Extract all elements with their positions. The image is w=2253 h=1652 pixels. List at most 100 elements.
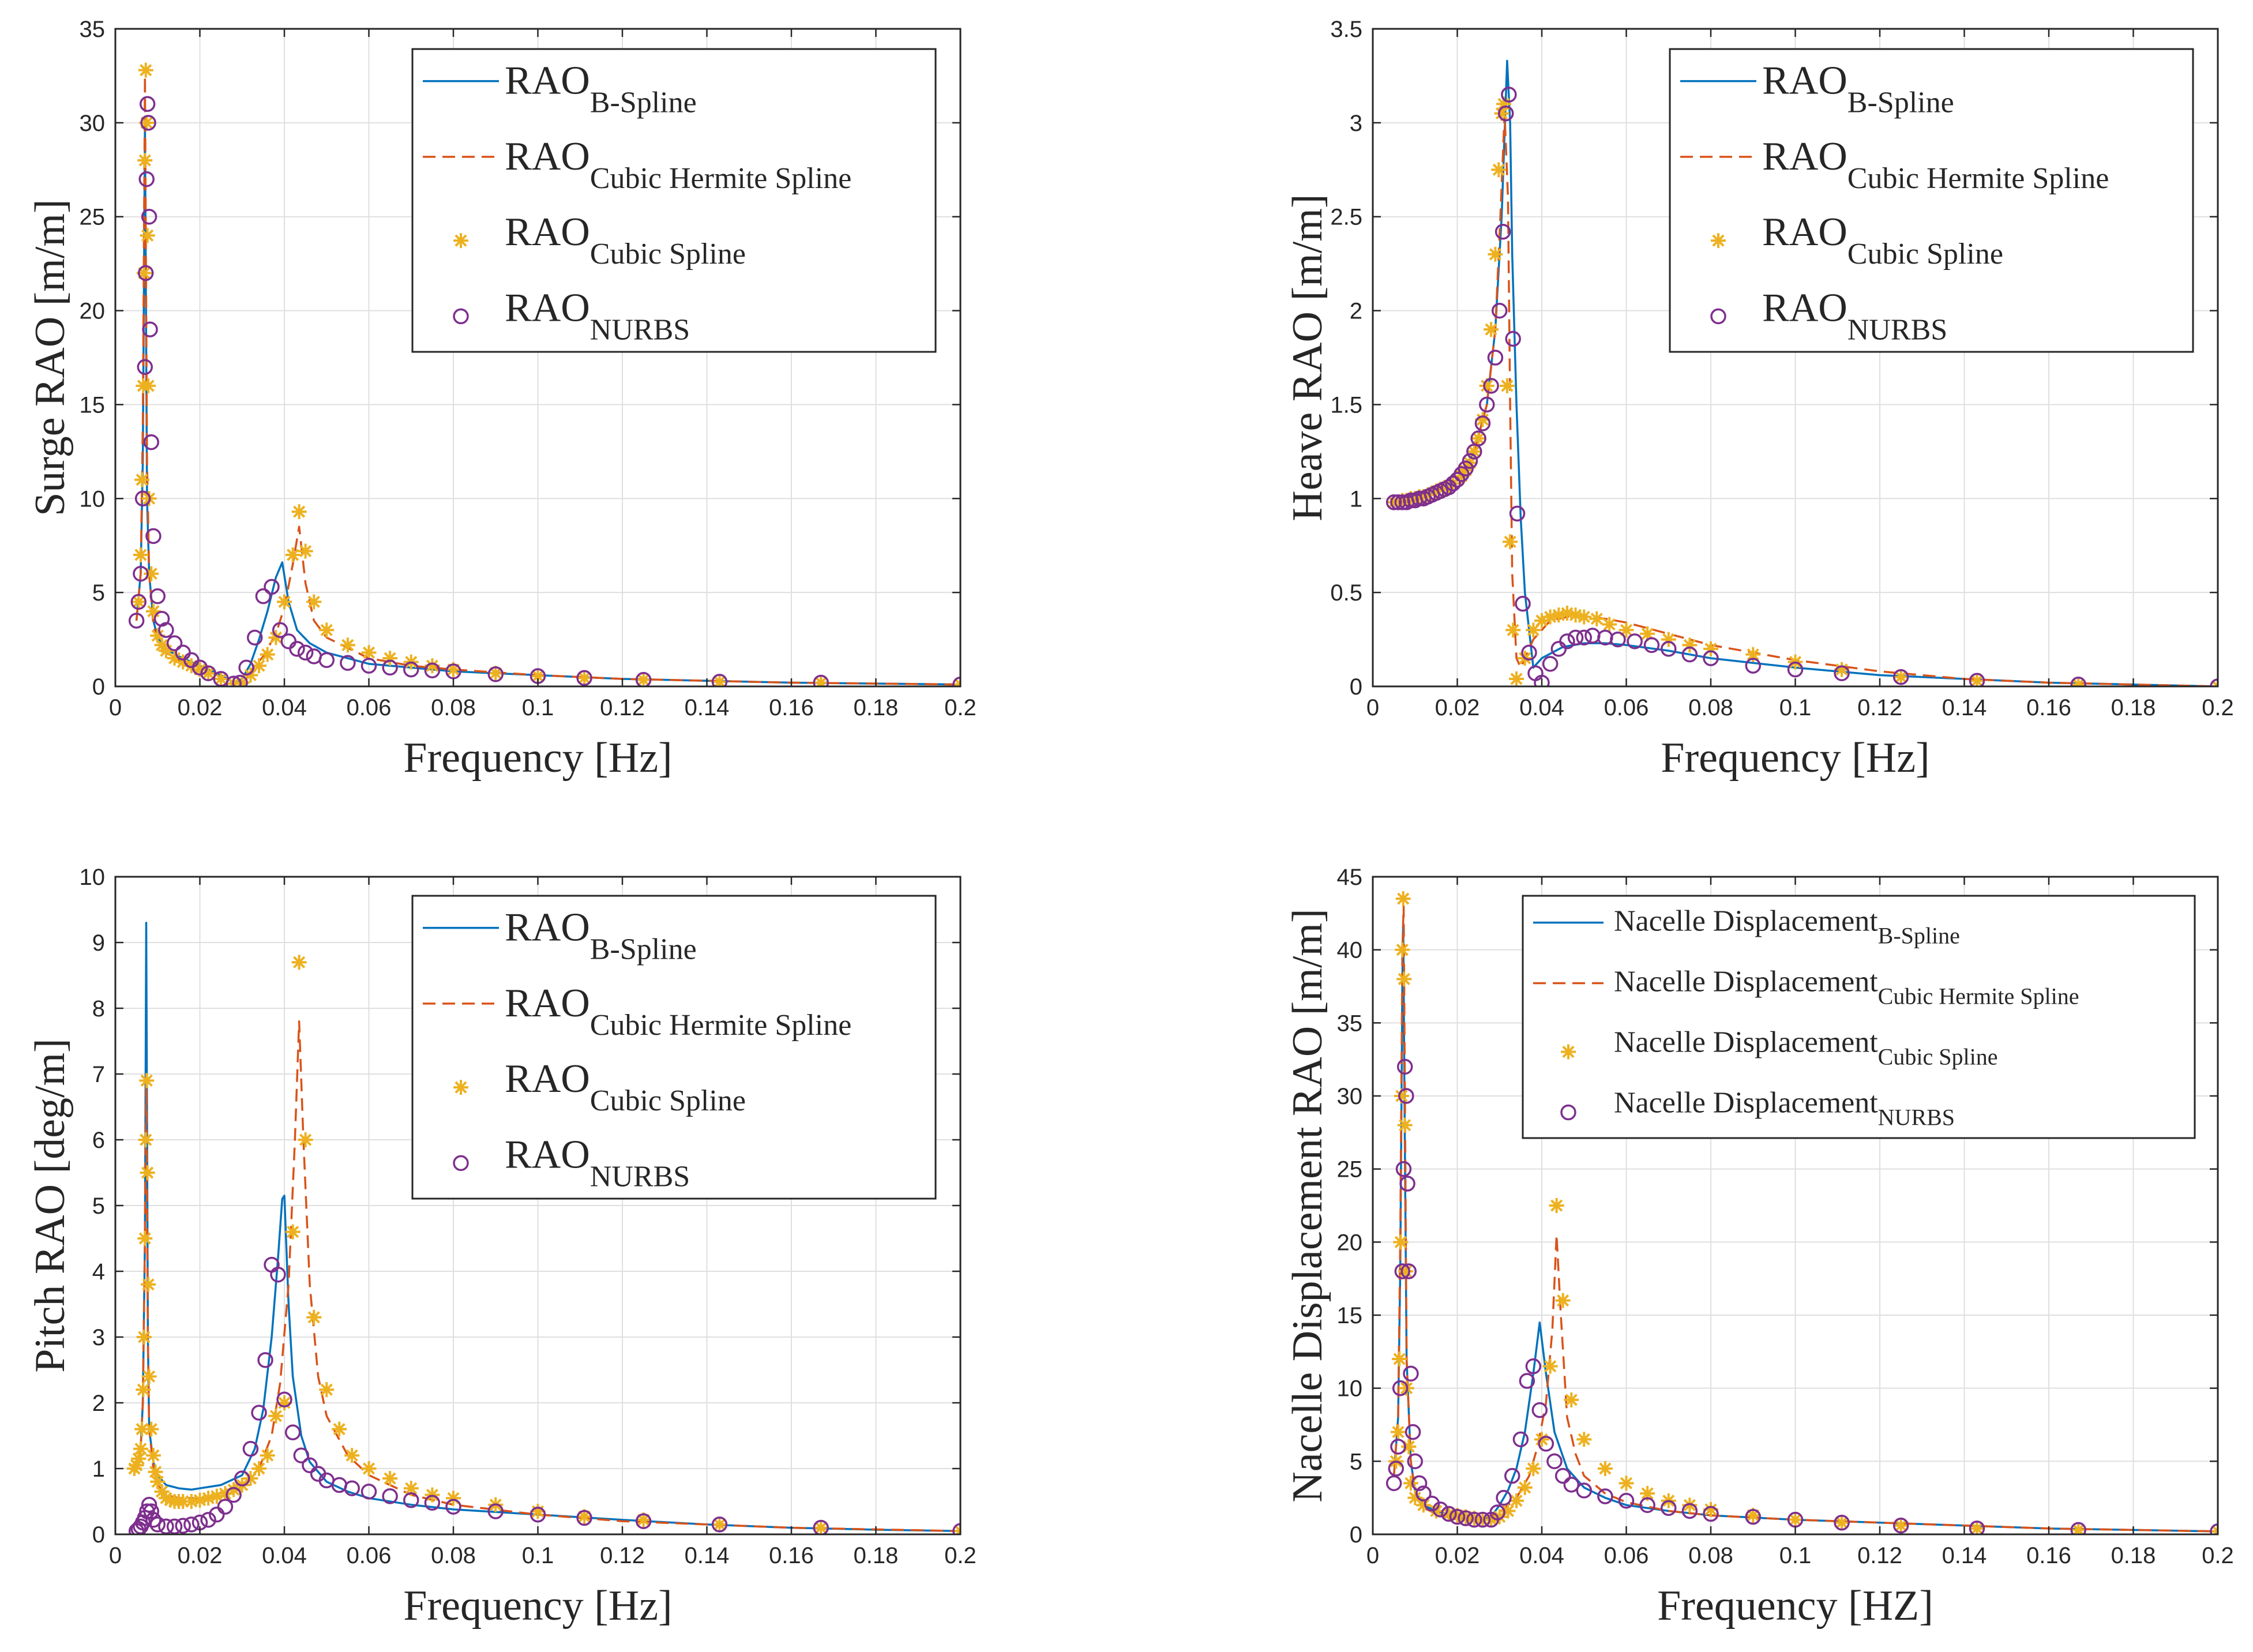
pitch-star-point: [285, 1224, 301, 1240]
pitch-tick-labels: 0 0.02 0.04 0.06 0.08 0.1 0.12 0.14 0.16 0.18 0.2 0…: [80, 865, 977, 1568]
nacelle-star-point: [1392, 1351, 1407, 1366]
surge-circle-point: [340, 655, 356, 671]
pitch-y-tick-label: 2: [92, 1391, 105, 1416]
heave-star-point: [1509, 671, 1524, 686]
pitch-legend-label: RAONURBS: [505, 1132, 690, 1193]
pitch-circle-point: [145, 1512, 162, 1528]
pitch-star-point: [298, 1132, 313, 1147]
nacelle-circle-point: [1703, 1505, 1719, 1522]
surge-y-tick-label: 15: [80, 392, 106, 418]
heave-circle-point: [1521, 644, 1537, 661]
heave-y-tick-label: 0: [1350, 674, 1362, 700]
surge-star-point: [138, 62, 153, 78]
heave-tick-labels: 0 0.02 0.04 0.06 0.08 0.1 0.12 0.14 0.16 0.18 0.2 0…: [1330, 17, 2233, 720]
surge-legend-star-symbol: [453, 233, 468, 249]
nacelle-circle-point: [1385, 1475, 1402, 1492]
nacelle-y-tick-label: 5: [1350, 1449, 1362, 1474]
surge-circle-point: [145, 528, 162, 545]
nacelle-legend-label-base: Nacelle Displacement: [1614, 905, 1878, 938]
surge-circle-point: [191, 659, 208, 676]
pitch-circle-point: [424, 1495, 441, 1511]
pitch-star-point: [953, 1523, 960, 1534]
nacelle-circle-point: [1449, 1508, 1466, 1525]
heave-series-group: [1385, 59, 2218, 686]
pitch-star-point: [382, 1471, 398, 1486]
pitch-star-point: [136, 1330, 152, 1345]
pitch-star-point: [141, 1276, 156, 1292]
pitch-series: [126, 922, 960, 1534]
pitch-star-point: [139, 1073, 155, 1088]
surge-y-axis-label: Surge RAO [m/m]: [27, 199, 74, 516]
nacelle-axes-box: [1372, 876, 2219, 1535]
surge-circle-point: [232, 674, 248, 686]
nacelle-x-tick-label: 0.04: [1519, 1543, 1564, 1568]
pitch-circle-point: [952, 1523, 960, 1534]
heave-star-point: [1466, 444, 1482, 459]
pitch-circle-point: [200, 1512, 216, 1528]
surge-circle-point: [952, 676, 960, 686]
heave-star-point: [1505, 622, 1521, 638]
pitch-legend-label: RAOCubic Hermite Spline: [505, 981, 851, 1042]
nacelle-star-point: [1395, 942, 1410, 958]
nacelle-circle-point: [2210, 1523, 2218, 1534]
pitch-star-point: [137, 1231, 153, 1246]
pitch-star-point: [131, 1451, 147, 1466]
heave-circle-point: [2070, 676, 2087, 686]
heave-circle-point: [1703, 650, 1719, 666]
surge-star-point: [145, 603, 161, 619]
pitch-x-tick-label: 0.18: [854, 1543, 899, 1568]
pitch-y-tick-label: 0: [92, 1522, 105, 1548]
heave-y-tick-label: 2: [1350, 299, 1362, 324]
heave-legend-label-sub: Cubic Spline: [1848, 238, 2003, 271]
nacelle-star-point: [1549, 1198, 1564, 1213]
surge-circle-point: [138, 171, 155, 187]
heave-star-point: [1834, 662, 1850, 677]
pitch-circle-point: [403, 1492, 419, 1508]
nacelle-circle-point: [1466, 1511, 1482, 1528]
surge-star-point: [285, 547, 301, 562]
nacelle-circle-point: [1405, 1424, 1421, 1440]
surge-y-tick-label: 25: [80, 205, 106, 230]
heave-y-tick-label: 1: [1350, 486, 1362, 512]
nacelle-legend-label: Nacelle DisplacementNURBS: [1614, 1087, 1955, 1131]
heave-circle-point: [1892, 669, 1909, 685]
nacelle-y-axis-label: Nacelle Displacement RAO [m/m]: [1284, 908, 1331, 1503]
surge-circle-point: [130, 594, 147, 610]
pitch-star-point: [361, 1461, 377, 1476]
heave-star-point: [1471, 431, 1486, 446]
heave-legend-label-sub: Cubic Hermite Spline: [1848, 162, 2109, 195]
nacelle-circle-point: [1834, 1514, 1850, 1531]
surge-star-point: [260, 647, 275, 662]
surge-circle-point: [158, 622, 174, 639]
heave-y-tick-label: 1.5: [1330, 392, 1362, 418]
nacelle-legend-label: Nacelle DisplacementCubic Hermite Spline: [1614, 966, 2079, 1009]
pitch-circle-point: [234, 1470, 250, 1486]
surge-circle-point: [361, 658, 377, 674]
heave-legend-label-base: RAO: [1762, 59, 1848, 103]
pitch-x-tick-label: 0.1: [522, 1543, 554, 1568]
pitch-legend-label-sub: Cubic Hermite Spline: [590, 1009, 851, 1042]
pitch-circle-point: [284, 1424, 301, 1441]
surge-legend-label-base: RAO: [505, 134, 590, 179]
pitch-y-tick-label: 10: [80, 865, 106, 890]
heave-rao-panel: 0 0.02 0.04 0.06 0.08 0.1 0.12 0.14 0.16 0.18 0.2 0…: [1284, 17, 2234, 782]
surge-circle-point: [445, 663, 461, 679]
nacelle-star-point: [1555, 1293, 1571, 1308]
surge-circle-point: [142, 321, 158, 337]
heave-circle-point: [1474, 415, 1491, 431]
surge-legend-label: RAOCubic Hermite Spline: [505, 134, 851, 195]
pitch-star-point: [251, 1461, 267, 1476]
nacelle-y-tick-label: 30: [1337, 1084, 1363, 1109]
surge-circle-point: [297, 644, 314, 661]
nacelle-circle-point: [1388, 1460, 1405, 1477]
pitch-star-point: [134, 1421, 150, 1437]
surge-y-tick-label: 10: [80, 486, 106, 512]
nacelle-star-point: [1564, 1392, 1579, 1407]
pitch-legend-label-base: RAO: [505, 981, 590, 1026]
pitch-star-point: [260, 1448, 275, 1463]
nacelle-legend-label-base: Nacelle Displacement: [1614, 1087, 1878, 1120]
surge-circle-point: [133, 565, 149, 582]
nacelle-star-point: [2210, 1523, 2218, 1534]
pitch-x-tick-label: 0: [109, 1543, 122, 1568]
